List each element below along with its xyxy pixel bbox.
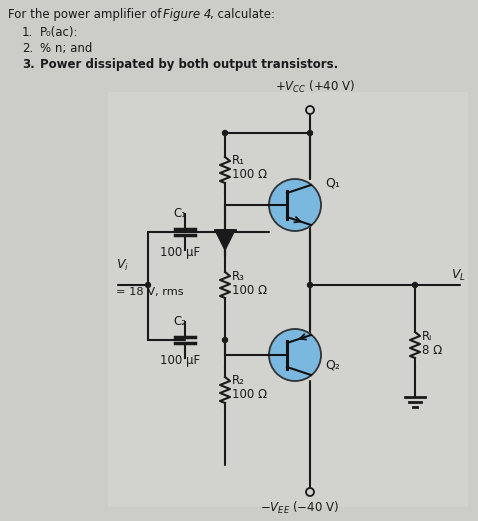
Text: 1.: 1. [22,26,33,39]
Text: 100 Ω: 100 Ω [232,389,267,402]
Circle shape [269,329,321,381]
Circle shape [306,488,314,496]
Text: $V_L$: $V_L$ [451,268,466,283]
Text: R₁: R₁ [232,155,245,167]
Text: Power dissipated by both output transistors.: Power dissipated by both output transist… [40,58,338,71]
Text: 2.: 2. [22,42,33,55]
Text: Q₂: Q₂ [325,358,340,371]
Text: 8 Ω: 8 Ω [422,343,442,356]
Text: $-V_{EE}$ (−40 V): $-V_{EE}$ (−40 V) [261,500,339,516]
Text: C₂: C₂ [174,315,186,328]
Text: Rₗ: Rₗ [422,329,432,342]
Bar [108,92,468,507]
Text: R₂: R₂ [232,375,245,388]
Circle shape [307,282,313,288]
Circle shape [222,338,228,342]
Circle shape [269,179,321,231]
Circle shape [413,282,417,288]
Circle shape [222,229,228,234]
Text: 100 Ω: 100 Ω [232,283,267,296]
Text: , calculate:: , calculate: [210,8,275,21]
Circle shape [306,106,314,114]
Text: $V_i$: $V_i$ [116,258,129,273]
Circle shape [222,130,228,135]
Text: = 18 V, rms: = 18 V, rms [116,287,184,297]
Text: 100 Ω: 100 Ω [232,168,267,181]
Polygon shape [215,230,235,250]
Text: $+V_{CC}$ (+40 V): $+V_{CC}$ (+40 V) [275,79,355,95]
Text: C₁: C₁ [174,207,186,220]
Text: R₃: R₃ [232,269,245,282]
Text: Q₁: Q₁ [325,177,340,190]
Text: P₀(ac):: P₀(ac): [40,26,78,39]
Text: 3.: 3. [22,58,35,71]
Circle shape [145,282,151,288]
Text: Figure 4: Figure 4 [163,8,211,21]
Text: 100 μF: 100 μF [160,246,200,259]
Text: 100 μF: 100 μF [160,354,200,367]
Text: % n; and: % n; and [40,42,92,55]
Text: For the power amplifier of: For the power amplifier of [8,8,165,21]
Circle shape [307,130,313,135]
